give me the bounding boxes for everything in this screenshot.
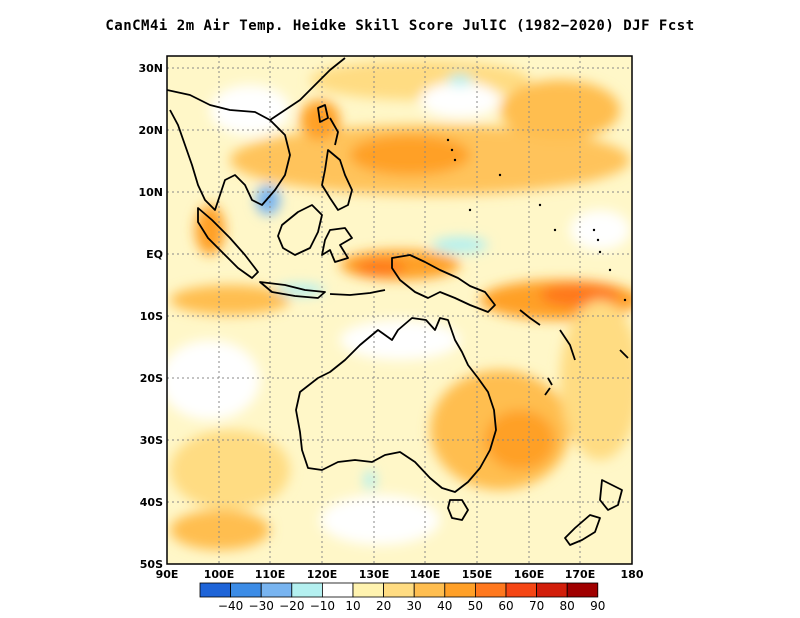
lon-tick: 90E <box>156 568 179 581</box>
coastlines <box>167 57 629 546</box>
lon-tick: 180 <box>621 568 644 581</box>
lon-tick: 100E <box>204 568 234 581</box>
colorbar-label: 30 <box>407 599 422 613</box>
map-frame <box>166 55 633 565</box>
colorbar-label: 40 <box>437 599 452 613</box>
colorbar-label: 60 <box>498 599 513 613</box>
chart-title: CanCM4i 2m Air Temp. Heidke Skill Score … <box>105 18 695 34</box>
java-outline <box>259 281 326 299</box>
colorbar-label: −20 <box>279 599 304 613</box>
lat-tick: 20S <box>140 372 163 385</box>
new-zealand-outline <box>599 479 623 511</box>
lon-tick: 160E <box>514 568 544 581</box>
colorbar-label: 90 <box>590 599 605 613</box>
lat-tick-labels: 30N 20N 10N EQ 10S 20S 30S 40S 50S <box>138 62 163 571</box>
skill-shading <box>167 56 632 564</box>
colorbar-swatch <box>444 582 476 598</box>
lon-tick: 140E <box>410 568 440 581</box>
colorbar-label: −10 <box>310 599 335 613</box>
lat-tick: 10S <box>140 310 163 323</box>
philippines-outline <box>321 149 353 211</box>
colorbar-label: 70 <box>529 599 544 613</box>
colorbar-swatch <box>505 582 538 598</box>
lat-tick: 10N <box>138 186 163 199</box>
colorbar-label: 50 <box>468 599 483 613</box>
colorbar-label: 80 <box>560 599 575 613</box>
colorbar-swatch <box>566 582 599 598</box>
colorbar-swatch <box>383 582 415 598</box>
tasmania-outline <box>447 499 469 521</box>
colorbar-swatch <box>352 582 385 598</box>
new-guinea-outline <box>391 254 496 313</box>
sumatra-outline <box>197 207 259 279</box>
island-dots <box>446 138 627 302</box>
lat-tick: 30S <box>140 434 163 447</box>
colorbar <box>199 582 599 598</box>
colorbar-label: 20 <box>376 599 391 613</box>
lon-tick-labels: 90E 100E 110E 120E 130E 140E 150E 160E 1… <box>156 568 644 581</box>
lon-tick: 120E <box>307 568 337 581</box>
colorbar-swatch <box>536 582 568 598</box>
australia-outline <box>295 317 497 493</box>
borneo-outline <box>277 204 323 256</box>
colorbar-swatch <box>321 582 354 598</box>
lat-tick: 50S <box>140 558 163 571</box>
lat-tick: 30N <box>138 62 163 75</box>
lon-tick: 150E <box>462 568 492 581</box>
colorbar-label: −30 <box>249 599 274 613</box>
lon-tick: 130E <box>359 568 389 581</box>
lon-tick: 110E <box>255 568 285 581</box>
colorbar-swatch <box>291 582 323 598</box>
lat-tick: 20N <box>138 124 163 137</box>
colorbar-label: −40 <box>218 599 243 613</box>
colorbar-swatch <box>474 582 507 598</box>
colorbar-labels: −40 −30 −20 −10 10 20 30 40 50 60 70 80 90 <box>218 599 606 613</box>
colorbar-swatch <box>413 582 446 598</box>
lon-tick: 170E <box>565 568 595 581</box>
indochina-outline <box>167 89 291 211</box>
lat-tick: 40S <box>140 496 163 509</box>
colorbar-label: 10 <box>345 599 360 613</box>
colorbar-swatch <box>260 582 293 598</box>
sulawesi-outline <box>321 227 353 263</box>
colorbar-swatch <box>230 582 262 598</box>
lat-tick: EQ <box>146 248 163 261</box>
colorbar-swatch <box>199 582 232 598</box>
